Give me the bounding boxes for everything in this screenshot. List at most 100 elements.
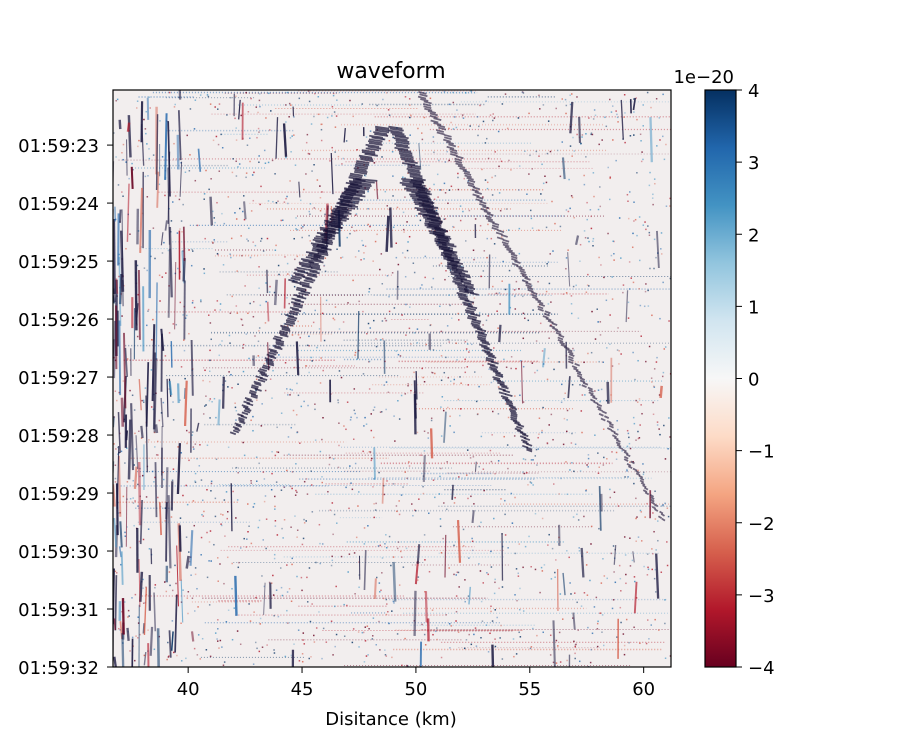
noise-speck [171, 479, 174, 482]
noise-speck [297, 320, 299, 323]
noise-speck [596, 645, 599, 648]
arrival-band-stroke [537, 300, 544, 305]
noise-speck [617, 327, 619, 329]
noise-speck [209, 103, 212, 105]
noise-speck [220, 524, 223, 527]
noise-speck [323, 221, 326, 224]
arrival-band-stroke [499, 383, 508, 388]
arrival-band-stroke [588, 389, 594, 393]
noise-speck [295, 228, 297, 230]
noise-speck [260, 185, 262, 188]
arrival-band-stroke [353, 167, 367, 172]
noise-speck [590, 543, 592, 545]
arrival-band-stroke [424, 224, 442, 229]
noise-speck [192, 446, 195, 448]
arrival-band-stroke [449, 153, 458, 157]
noise-speck [401, 252, 404, 254]
streak [125, 430, 129, 441]
noise-speck [136, 100, 139, 102]
arrival-band-stroke [343, 197, 363, 201]
noise-speck [616, 636, 618, 638]
noise-speck [664, 657, 667, 660]
noise-speck [627, 217, 630, 220]
arrival-band-stroke [320, 233, 336, 238]
noise-speck [353, 552, 356, 554]
noise-speck [239, 643, 242, 646]
arrival-band-stroke [390, 131, 405, 136]
arrival-band-stroke [395, 139, 410, 143]
noise-speck [453, 226, 455, 229]
noise-speck [633, 201, 635, 203]
noise-speck [182, 589, 184, 591]
noise-speck [267, 161, 270, 164]
noise-speck [168, 655, 170, 657]
arrival-band-stroke [305, 277, 316, 282]
arrival-band-stroke [492, 376, 501, 380]
noise-speck [465, 348, 468, 350]
noise-speck [587, 237, 589, 239]
noise-speck [662, 93, 664, 96]
noise-speck [368, 360, 371, 363]
streak [234, 575, 238, 616]
arrival-band-stroke [627, 465, 633, 469]
noise-speck [363, 527, 366, 529]
noise-speck [448, 159, 450, 162]
noise-speck [168, 91, 171, 94]
noise-speck [137, 505, 139, 507]
noise-speck [131, 597, 133, 599]
noise-speck [381, 338, 384, 340]
noise-speck [386, 205, 389, 207]
noise-speck [658, 629, 660, 631]
streak [160, 328, 165, 351]
arrival-band-stroke [480, 345, 490, 350]
noise-speck [640, 511, 643, 513]
streak [217, 399, 221, 426]
noise-speck [263, 362, 266, 365]
noise-speck [287, 622, 289, 624]
colorbar-tick-label: 1 [748, 297, 759, 318]
noise-speck [544, 175, 546, 178]
streak [118, 546, 122, 558]
noise-speck [118, 627, 120, 630]
noise-speck [423, 116, 426, 119]
noise-speck [422, 492, 425, 495]
noise-speck [507, 547, 509, 549]
arrival-band-stroke [336, 205, 356, 210]
noise-speck [303, 312, 305, 314]
noise-speck [559, 661, 562, 663]
noise-speck [507, 229, 510, 231]
noise-speck [302, 537, 305, 540]
noise-speck [522, 92, 525, 94]
noise-speck [499, 637, 501, 639]
arrival-band-stroke [463, 303, 473, 308]
arrival-band-stroke [438, 126, 447, 131]
noise-speck [263, 149, 266, 152]
noise-speck [478, 125, 480, 128]
noise-speck [429, 97, 432, 100]
noise-speck [234, 117, 236, 120]
arrival-band-stroke [475, 198, 483, 203]
noise-speck [530, 459, 533, 461]
noise-speck [565, 112, 567, 115]
noise-speck [131, 636, 134, 639]
streak [263, 582, 266, 615]
noise-speck [275, 589, 278, 591]
arrival-band-stroke [642, 489, 648, 493]
noise-speck [647, 225, 649, 227]
noise-speck [531, 362, 534, 364]
noise-speck [603, 644, 605, 647]
noise-speck [284, 655, 287, 658]
noise-speck [583, 230, 586, 232]
noise-speck [423, 430, 426, 433]
noise-speck [277, 200, 279, 203]
noise-speck [445, 614, 447, 616]
arrival-band-stroke [464, 174, 472, 179]
noise-speck [373, 516, 376, 519]
streak [143, 587, 148, 636]
noise-speck [291, 389, 293, 391]
noise-speck [310, 484, 313, 486]
noise-speck [496, 616, 498, 619]
arrival-band-stroke [531, 291, 538, 296]
arrival-band-stroke [293, 271, 304, 276]
arrival-band-stroke [464, 299, 475, 304]
